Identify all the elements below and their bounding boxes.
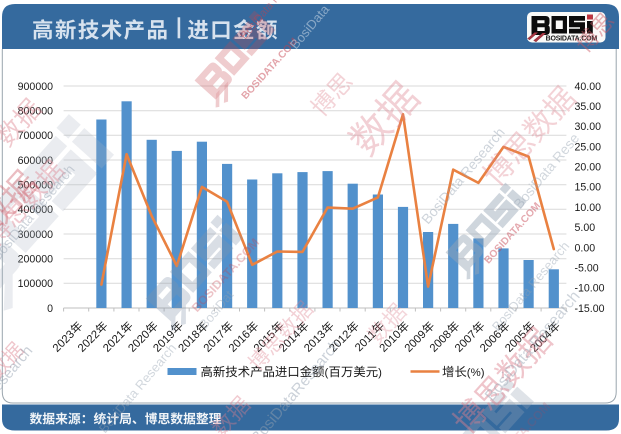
svg-text:20.00: 20.00 (575, 162, 602, 174)
svg-text:-5.00: -5.00 (575, 262, 599, 274)
svg-text:30.00: 30.00 (575, 121, 602, 133)
svg-text:900000: 900000 (18, 81, 53, 93)
svg-text:BOSIDATA.COM: BOSIDATA.COM (546, 36, 598, 43)
svg-text:(%): (%) (467, 367, 485, 379)
svg-text:700000: 700000 (18, 130, 53, 142)
svg-text:5.00: 5.00 (575, 222, 596, 234)
svg-text:(: ( (325, 367, 329, 379)
svg-text:15.00: 15.00 (575, 182, 602, 194)
svg-text:25.00: 25.00 (575, 141, 602, 153)
svg-text:-10.00: -10.00 (575, 283, 605, 295)
svg-text:40.00: 40.00 (575, 81, 602, 93)
svg-text:35.00: 35.00 (575, 101, 602, 113)
svg-text:0.00: 0.00 (575, 242, 596, 254)
svg-text:200000: 200000 (18, 254, 53, 266)
svg-text:0: 0 (47, 303, 53, 315)
svg-text:100000: 100000 (18, 278, 53, 290)
svg-text:10.00: 10.00 (575, 202, 602, 214)
svg-text:): ) (378, 367, 382, 379)
svg-text:-15.00: -15.00 (575, 303, 605, 315)
